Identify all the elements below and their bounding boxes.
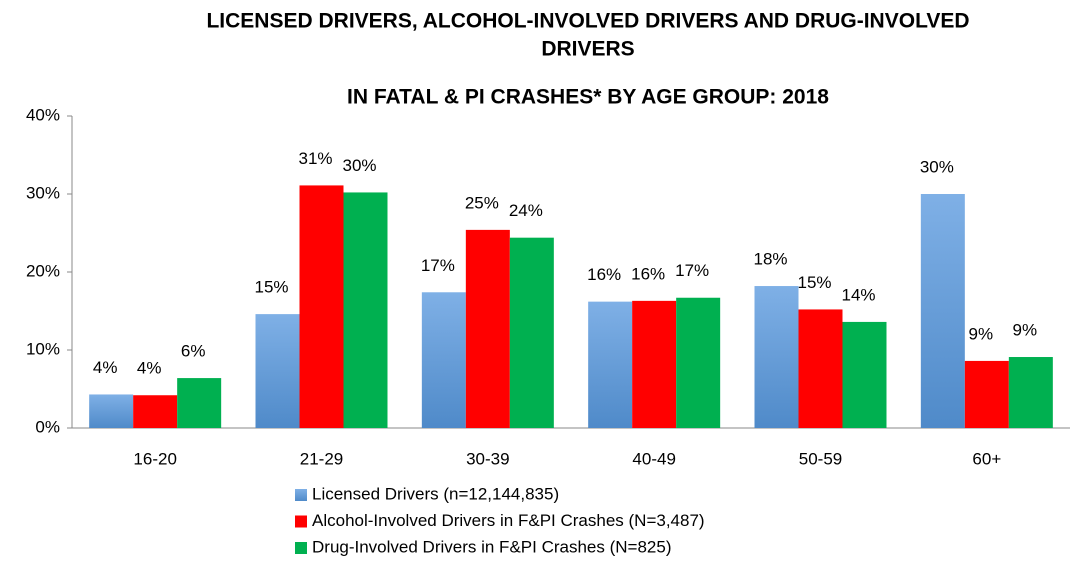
data-label: 4% [137, 359, 162, 378]
chart-title: LICENSED DRIVERS, ALCOHOL-INVOLVED DRIVE… [206, 10, 969, 33]
data-label: 30% [342, 156, 376, 175]
data-label: 31% [298, 149, 332, 168]
data-label: 16% [631, 264, 665, 283]
bar [754, 286, 799, 428]
bar [798, 309, 843, 428]
x-tick-label: 21-29 [300, 449, 343, 468]
bar [299, 185, 344, 428]
data-label: 16% [587, 265, 621, 284]
legend-label: Alcohol-Involved Drivers in F&PI Crashes… [312, 511, 705, 530]
bar [964, 360, 1009, 428]
legend-swatch [295, 515, 307, 528]
bar [465, 229, 510, 428]
data-label: 17% [421, 256, 455, 275]
bar [1008, 357, 1053, 428]
bar [343, 192, 388, 428]
bar [177, 378, 222, 428]
data-label: 9% [969, 324, 994, 343]
bar [133, 395, 178, 428]
data-label: 6% [181, 342, 206, 361]
x-tick-label: 60+ [972, 449, 1001, 468]
data-label: 15% [254, 278, 288, 297]
x-tick-label: 40-49 [632, 449, 675, 468]
data-label: 30% [920, 157, 954, 176]
data-label: 18% [753, 250, 787, 269]
bar [588, 301, 633, 428]
bar [920, 194, 965, 428]
bar [89, 394, 134, 428]
bar [676, 297, 721, 428]
y-tick-label: 10% [26, 339, 60, 358]
bar [632, 300, 677, 428]
data-label: 25% [465, 193, 499, 212]
x-tick-label: 16-20 [133, 449, 176, 468]
legend-label: Licensed Drivers (n=12,144,835) [312, 484, 559, 503]
data-label: 4% [93, 358, 118, 377]
y-tick-label: 20% [26, 261, 60, 280]
y-tick-label: 0% [35, 417, 60, 436]
bar [255, 314, 300, 428]
bar [509, 237, 554, 428]
bar [421, 292, 466, 428]
data-label: 9% [1013, 321, 1038, 340]
data-label: 17% [675, 261, 709, 280]
data-label: 24% [509, 201, 543, 220]
x-tick-label: 50-59 [799, 449, 842, 468]
y-tick-label: 40% [26, 105, 60, 124]
chart-title: IN FATAL & PI CRASHES* BY AGE GROUP: 201… [347, 86, 829, 109]
x-tick-label: 30-39 [466, 449, 509, 468]
legend-swatch [295, 542, 307, 554]
data-label: 14% [841, 285, 875, 304]
legend-swatch [295, 489, 307, 501]
legend-label: Drug-Involved Drivers in F&PI Crashes (N… [312, 537, 671, 556]
bar [842, 321, 887, 428]
data-label: 15% [797, 273, 831, 292]
y-tick-label: 30% [26, 183, 60, 202]
chart-title: DRIVERS [541, 38, 634, 61]
